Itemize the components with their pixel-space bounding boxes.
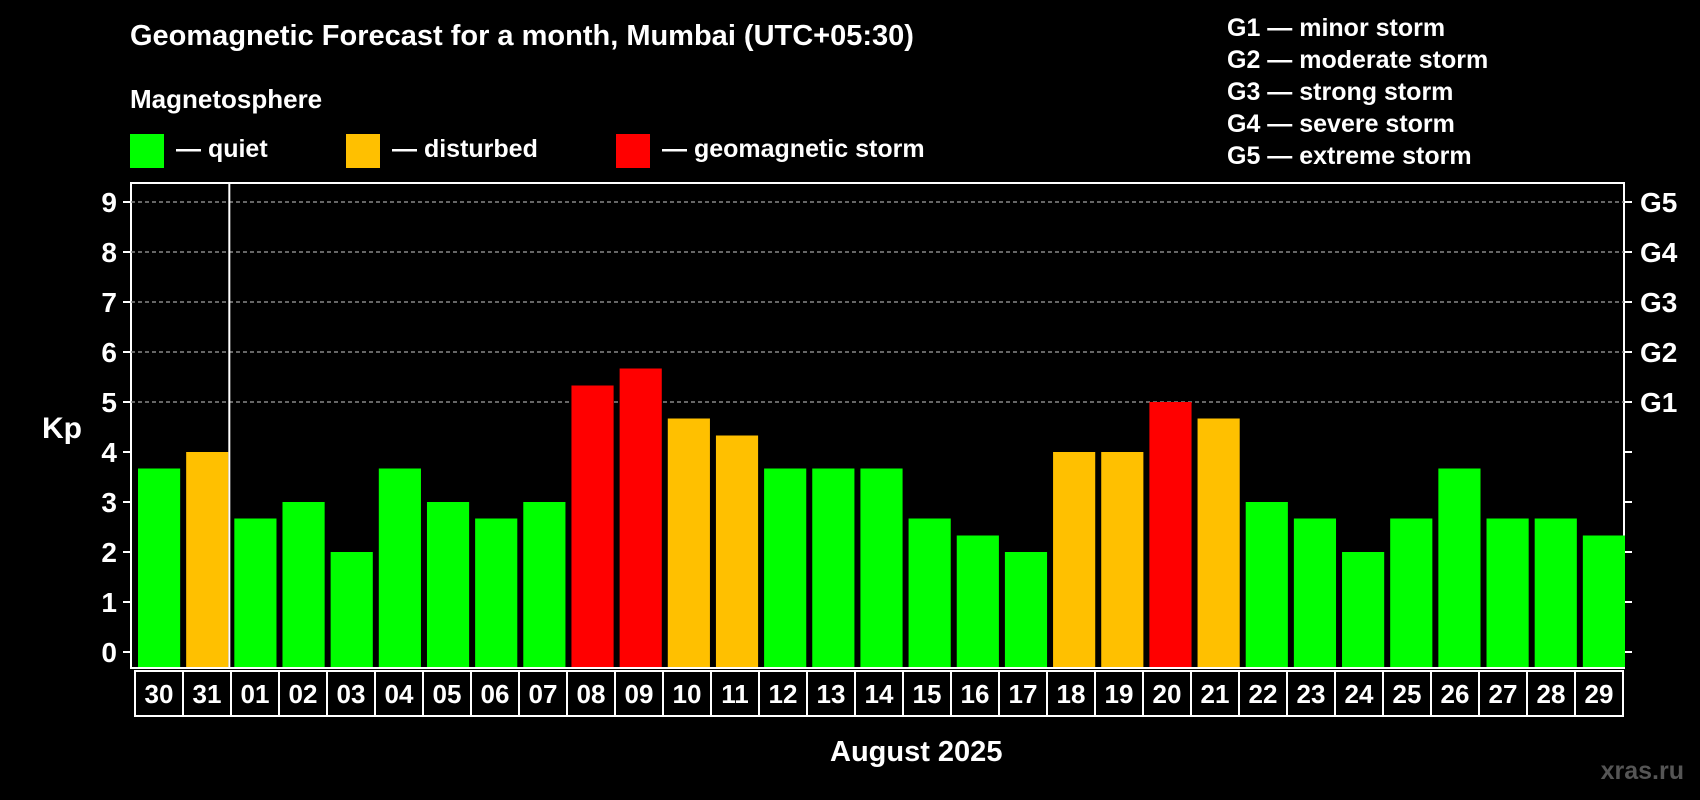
bar-09 [619, 368, 662, 667]
bar-19 [1101, 452, 1144, 667]
legend-swatch-storm [616, 134, 650, 168]
bar-03 [330, 552, 373, 667]
y-tick-label: 8 [101, 237, 117, 268]
bar-26 [1438, 468, 1481, 667]
bar-05 [426, 502, 470, 667]
bar-22 [1245, 502, 1288, 667]
x-tick-label: 08 [577, 679, 606, 709]
bar-12 [764, 468, 807, 667]
x-tick-label: 20 [1153, 679, 1182, 709]
y-tick-label: 0 [101, 637, 117, 668]
x-tick-label: 10 [673, 679, 702, 709]
bar-06 [475, 518, 518, 667]
x-tick-label: 15 [913, 679, 942, 709]
x-tick-label: 27 [1489, 679, 1518, 709]
magnetosphere-heading: Magnetosphere [130, 84, 323, 114]
bar-28 [1534, 518, 1577, 667]
x-tick-label: 26 [1441, 679, 1470, 709]
g-scale-label: G3 [1640, 287, 1677, 318]
x-tick-label: 29 [1585, 679, 1614, 709]
x-tick-label: 24 [1345, 679, 1374, 709]
x-tick-label: 13 [817, 679, 846, 709]
x-tick-label: 14 [865, 679, 894, 709]
bar-08 [571, 385, 614, 667]
storm-scale-g5: G5 — extreme storm [1227, 142, 1472, 170]
x-tick-label: 16 [961, 679, 990, 709]
legend-swatch-quiet [130, 134, 164, 168]
bar-29 [1582, 535, 1625, 667]
bar-11 [715, 435, 759, 667]
bar-10 [667, 418, 710, 667]
x-tick-label: 17 [1009, 679, 1038, 709]
watermark: xras.ru [1600, 757, 1684, 785]
x-tick-label: 22 [1249, 679, 1278, 709]
y-tick-label: 1 [101, 587, 117, 618]
bar-18 [1053, 452, 1096, 667]
x-tick-label: 18 [1057, 679, 1086, 709]
bar-15 [908, 518, 951, 667]
x-axis-label: August 2025 [830, 736, 1003, 768]
g-scale-label: G2 [1640, 337, 1677, 368]
x-tick-label: 12 [769, 679, 798, 709]
chart-title: Geomagnetic Forecast for a month, Mumbai… [130, 20, 914, 52]
storm-scale-g2: G2 — moderate storm [1227, 46, 1489, 74]
x-tick-label: 31 [193, 679, 222, 709]
x-tick-label: 28 [1537, 679, 1566, 709]
x-tick-label: 30 [145, 679, 174, 709]
bar-25 [1390, 518, 1433, 667]
bar-23 [1293, 518, 1337, 667]
x-tick-label: 25 [1393, 679, 1422, 709]
x-tick-label: 02 [289, 679, 318, 709]
y-tick-label: 7 [101, 287, 117, 318]
y-tick-label: 2 [101, 537, 117, 568]
x-tick-label: 01 [241, 679, 270, 709]
legend-swatch-disturbed [346, 134, 380, 168]
bar-02 [282, 502, 325, 667]
bar-01 [234, 518, 277, 667]
bar-13 [812, 468, 855, 667]
y-tick-label: 5 [101, 387, 117, 418]
bar-21 [1197, 418, 1240, 667]
x-tick-label: 04 [385, 679, 414, 709]
x-tick-label: 21 [1201, 679, 1230, 709]
x-tick-label: 09 [625, 679, 654, 709]
x-tick-label: 05 [433, 679, 462, 709]
x-tick-label: 11 [721, 679, 749, 709]
x-tick-label: 06 [481, 679, 510, 709]
bar-07 [523, 502, 566, 667]
bar-31 [186, 452, 229, 667]
g-scale-label: G5 [1640, 187, 1677, 218]
bar-14 [860, 468, 903, 667]
x-label-box [134, 670, 1624, 717]
legend-label-storm: — geomagnetic storm [662, 135, 925, 163]
bar-16 [956, 535, 999, 667]
bar-24 [1342, 552, 1385, 667]
g-scale-label: G4 [1640, 237, 1678, 268]
x-tick-label: 23 [1297, 679, 1326, 709]
g-scale-label: G1 [1640, 387, 1677, 418]
storm-scale-g4: G4 — severe storm [1227, 110, 1455, 138]
bar-04 [378, 468, 421, 667]
bar-17 [1004, 552, 1048, 667]
x-tick-label: 19 [1105, 679, 1134, 709]
bar-20 [1149, 402, 1192, 667]
legend-label-quiet: — quiet [176, 135, 268, 163]
bar-30 [138, 468, 181, 667]
x-tick-label: 03 [337, 679, 366, 709]
y-tick-label: 9 [101, 187, 117, 218]
y-tick-label: 6 [101, 337, 117, 368]
storm-scale-g1: G1 — minor storm [1227, 14, 1446, 42]
y-tick-label: 3 [101, 487, 117, 518]
plot-frame [130, 182, 1625, 669]
y-axis-label: Kp [42, 412, 82, 445]
x-tick-label: 07 [529, 679, 558, 709]
y-tick-label: 4 [101, 437, 117, 468]
storm-scale-g3: G3 — strong storm [1227, 78, 1454, 106]
bar-27 [1486, 518, 1529, 667]
legend-label-disturbed: — disturbed [392, 135, 538, 163]
